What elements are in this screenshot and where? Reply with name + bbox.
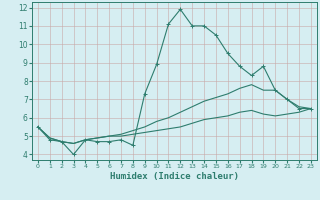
X-axis label: Humidex (Indice chaleur): Humidex (Indice chaleur)	[110, 172, 239, 181]
